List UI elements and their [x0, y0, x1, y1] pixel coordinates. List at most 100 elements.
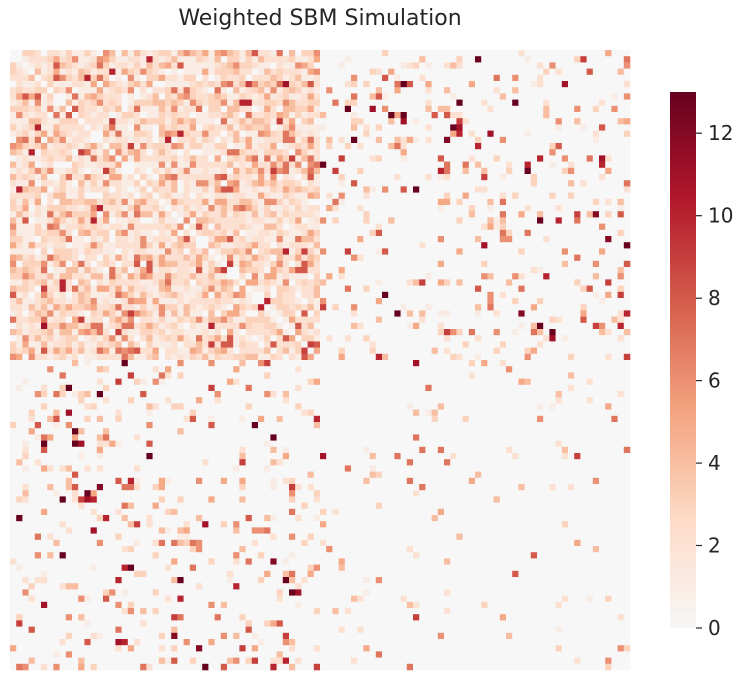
- heatmap-cell: [152, 180, 160, 187]
- heatmap-cell: [270, 205, 277, 212]
- heatmap-cell: [406, 74, 414, 82]
- heatmap-cell: [605, 136, 612, 144]
- heatmap-cell: [326, 174, 333, 181]
- heatmap-cell: [84, 229, 91, 237]
- heatmap-cell: [307, 223, 315, 231]
- heatmap-cell: [580, 242, 587, 249]
- heatmap-cell: [524, 143, 532, 150]
- heatmap-cell: [388, 155, 395, 162]
- heatmap-cell: [22, 124, 29, 131]
- heatmap-cell: [264, 223, 271, 231]
- heatmap-cell: [264, 242, 271, 249]
- heatmap-cell: [320, 186, 327, 193]
- heatmap-cell: [543, 81, 550, 88]
- heatmap-cell: [512, 155, 519, 162]
- heatmap-cell: [103, 74, 110, 82]
- heatmap-cell: [264, 205, 271, 212]
- heatmap-cell: [332, 223, 339, 231]
- heatmap-cell: [171, 198, 178, 206]
- heatmap-cell: [549, 118, 556, 125]
- heatmap-cell: [413, 174, 420, 181]
- heatmap-cell: [301, 112, 308, 119]
- heatmap-cell: [394, 99, 401, 107]
- heatmap-cell: [84, 248, 91, 255]
- heatmap-cell: [487, 223, 494, 231]
- heatmap-cell: [462, 50, 470, 57]
- heatmap-cell: [537, 242, 544, 249]
- heatmap-cell: [10, 186, 17, 193]
- heatmap-cell: [10, 242, 17, 249]
- heatmap-cell: [22, 186, 29, 193]
- heatmap-cell: [425, 56, 432, 63]
- heatmap-cell: [208, 180, 215, 187]
- heatmap-cell: [568, 149, 575, 156]
- heatmap-cell: [425, 186, 432, 193]
- heatmap-cell: [456, 68, 463, 76]
- heatmap-cell: [456, 62, 463, 69]
- heatmap-cell: [171, 143, 178, 150]
- heatmap-cell: [456, 229, 463, 237]
- heatmap-cell: [196, 192, 203, 200]
- heatmap-cell: [72, 56, 79, 63]
- heatmap-cell: [493, 236, 501, 243]
- heatmap-cell: [10, 50, 17, 57]
- heatmap-cell: [617, 198, 625, 206]
- heatmap-cell: [239, 124, 246, 131]
- heatmap-cell: [530, 130, 538, 138]
- heatmap-cell: [518, 205, 525, 212]
- heatmap-cell: [326, 155, 333, 162]
- heatmap-cell: [468, 130, 476, 138]
- heatmap-cell: [481, 68, 488, 76]
- heatmap-cell: [103, 192, 110, 200]
- heatmap-cell: [227, 236, 234, 243]
- heatmap-cell: [530, 186, 538, 193]
- heatmap-cell: [109, 112, 116, 119]
- heatmap-cell: [152, 99, 160, 107]
- heatmap-cell: [406, 198, 414, 206]
- heatmap-cell: [158, 236, 166, 243]
- heatmap-cell: [276, 62, 284, 69]
- heatmap-cell: [177, 167, 184, 175]
- heatmap-cell: [202, 180, 209, 187]
- heatmap-cell: [524, 205, 532, 212]
- heatmap-cell: [419, 93, 426, 100]
- heatmap-cell: [462, 99, 470, 107]
- heatmap-cell: [307, 118, 315, 125]
- heatmap-cell: [202, 81, 209, 88]
- heatmap-cell: [121, 161, 129, 169]
- heatmap-cell: [307, 99, 315, 107]
- heatmap-cell: [313, 242, 321, 249]
- heatmap-cell: [115, 149, 122, 156]
- heatmap-cell: [555, 130, 563, 138]
- heatmap-cell: [41, 236, 48, 243]
- heatmap-cell: [233, 174, 240, 181]
- heatmap-cell: [53, 124, 60, 131]
- heatmap-cell: [462, 180, 470, 187]
- heatmap-cell: [382, 149, 389, 156]
- heatmap-cell: [109, 136, 116, 144]
- heatmap-cell: [555, 229, 563, 237]
- heatmap-cell: [543, 174, 550, 181]
- heatmap-cell: [437, 81, 445, 88]
- heatmap-cell: [282, 229, 290, 237]
- heatmap-cell: [140, 124, 147, 131]
- heatmap-cell: [282, 81, 290, 88]
- heatmap-cell: [543, 236, 550, 243]
- heatmap-cell: [183, 161, 191, 169]
- heatmap-cell: [332, 198, 339, 206]
- heatmap-cell: [493, 143, 501, 150]
- heatmap-cell: [202, 62, 209, 69]
- heatmap-cell: [134, 93, 141, 100]
- heatmap-cell: [227, 124, 234, 131]
- heatmap-cell: [96, 62, 104, 69]
- heatmap-cell: [276, 192, 284, 200]
- heatmap-cell: [214, 223, 222, 231]
- heatmap-cell: [41, 229, 48, 237]
- heatmap-cell: [623, 50, 631, 57]
- heatmap-cell: [568, 236, 575, 243]
- heatmap-cell: [140, 62, 147, 69]
- heatmap-cell: [555, 236, 563, 243]
- heatmap-cell: [419, 167, 426, 175]
- heatmap-cell: [599, 50, 606, 57]
- heatmap-cell: [568, 136, 575, 144]
